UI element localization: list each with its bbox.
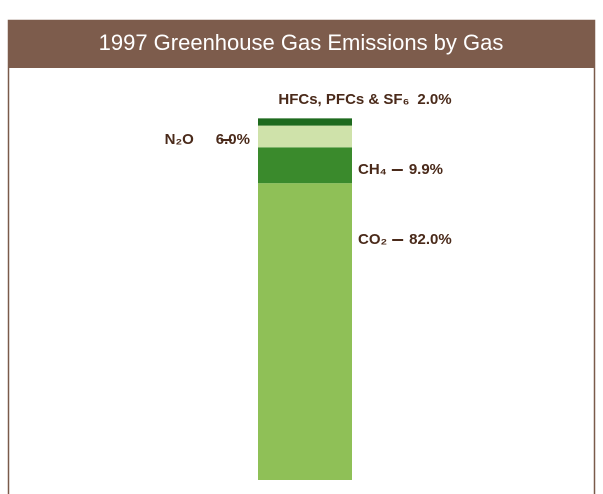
value-label: 2.0% bbox=[417, 91, 451, 108]
bar-segment bbox=[258, 125, 352, 148]
segment-label: CO₂ 82.0% bbox=[358, 231, 452, 248]
value-label: 9.9% bbox=[409, 161, 443, 178]
segment-label: CH₄ 9.9% bbox=[358, 161, 443, 178]
value-label: 82.0% bbox=[409, 231, 452, 248]
chart-title: 1997 Greenhouse Gas Emissions by Gas bbox=[99, 30, 504, 55]
value-label: 6.0% bbox=[216, 131, 250, 148]
segment-name: CH₄ bbox=[358, 161, 387, 178]
segment-name: N₂O bbox=[165, 131, 194, 148]
segment-name: CO₂ bbox=[358, 231, 387, 248]
segment-label: N₂O 6.0% bbox=[165, 131, 250, 148]
header-band bbox=[8, 20, 595, 68]
bar-segment bbox=[258, 183, 352, 480]
segment-name: HFCs, PFCs & SF₆ bbox=[278, 91, 409, 108]
bar-segment bbox=[258, 147, 352, 184]
segment-label: HFCs, PFCs & SF₆ 2.0% bbox=[278, 91, 451, 108]
bar-segment bbox=[258, 118, 352, 126]
